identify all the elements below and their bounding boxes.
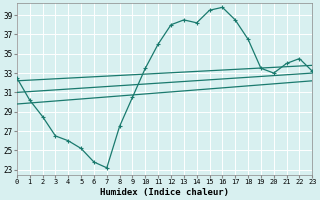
X-axis label: Humidex (Indice chaleur): Humidex (Indice chaleur) — [100, 188, 229, 197]
